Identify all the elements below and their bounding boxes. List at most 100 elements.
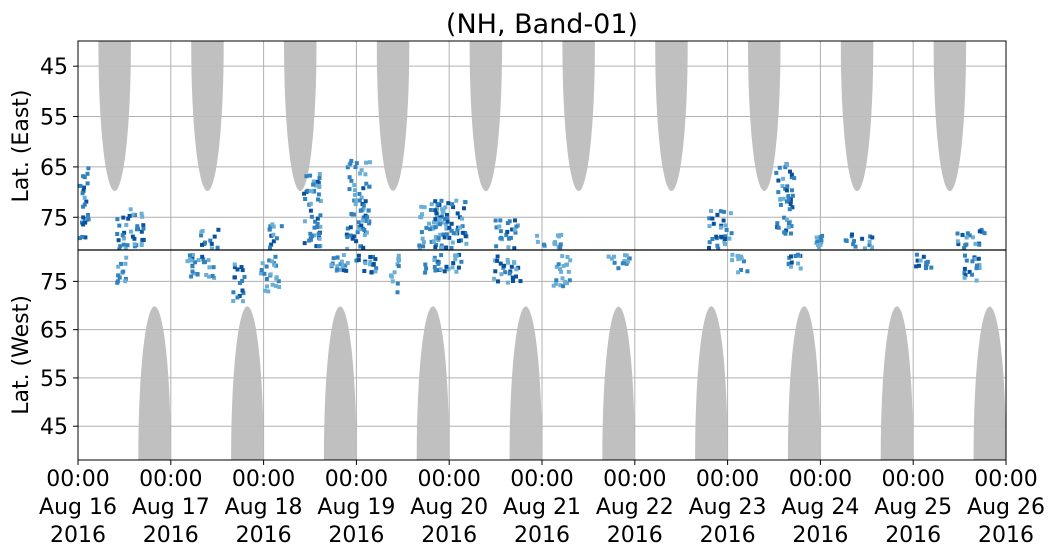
echo-cell: [502, 263, 507, 268]
echo-cell: [563, 279, 567, 284]
echo-cell: [420, 236, 425, 241]
echo-cell: [707, 240, 712, 245]
echo-cell: [867, 243, 872, 248]
echo-cell: [851, 242, 856, 247]
echo-cell: [781, 196, 786, 201]
echo-cell: [963, 273, 968, 278]
echo-cell: [82, 202, 87, 207]
echo-cell: [727, 236, 732, 241]
echo-cell: [815, 239, 820, 244]
echo-cell: [309, 189, 314, 194]
echo-cell: [396, 256, 401, 261]
echo-cell: [433, 268, 438, 273]
echo-cell: [274, 283, 278, 288]
echo-cell: [781, 176, 786, 181]
echo-cell: [439, 245, 443, 250]
echo-cell: [976, 256, 981, 261]
echo-cell: [553, 282, 558, 286]
x-tick-year: 2016: [700, 523, 756, 548]
x-tick-date: Aug 23: [689, 495, 767, 520]
echo-cell: [444, 222, 449, 227]
echo-cell: [310, 234, 314, 239]
echo-cell: [616, 266, 621, 271]
echo-cell: [273, 254, 278, 259]
echo-cell: [818, 242, 823, 247]
echo-cell: [786, 197, 791, 202]
echo-cell: [363, 172, 368, 177]
echo-cell: [354, 258, 359, 263]
night-region: [231, 306, 264, 460]
x-tick-year: 2016: [50, 523, 106, 548]
echo-cell: [356, 258, 361, 262]
echo-cells-top: [78, 158, 987, 250]
echo-cell: [962, 266, 967, 271]
echo-cell: [117, 275, 122, 280]
echo-cell: [718, 225, 723, 230]
echo-cell: [317, 172, 322, 176]
echo-cell: [264, 277, 269, 281]
echo-cell: [982, 231, 987, 236]
echo-cell: [201, 257, 206, 262]
echo-cell: [723, 223, 728, 228]
echo-cell: [190, 264, 195, 269]
echo-cell: [190, 255, 195, 260]
echo-cell: [374, 266, 379, 271]
echo-cell: [318, 213, 323, 218]
echo-cell: [504, 233, 509, 238]
night-region: [787, 306, 821, 460]
echo-cell: [445, 213, 449, 217]
echo-cell: [784, 188, 789, 193]
echo-cell: [710, 237, 715, 241]
night-mask-top: [98, 41, 967, 192]
echo-cell: [276, 279, 281, 284]
echo-cell: [371, 254, 375, 259]
echo-cell: [395, 281, 400, 286]
x-tick-time: 00:00: [325, 467, 388, 492]
echo-cell: [970, 259, 975, 264]
echo-cell: [317, 185, 322, 189]
echo-cell: [440, 207, 445, 212]
echo-cell: [118, 244, 123, 249]
echo-cell: [707, 216, 712, 221]
echo-cell: [339, 259, 344, 264]
echo-cell: [497, 224, 502, 229]
echo-cell: [551, 283, 556, 288]
echo-cell: [921, 254, 926, 259]
echo-cell: [967, 269, 972, 274]
echo-cell: [535, 233, 540, 238]
echo-cell: [560, 254, 565, 259]
echo-cell: [915, 258, 920, 263]
echo-cell: [433, 208, 438, 213]
echo-cell: [558, 242, 563, 247]
x-tick-date: Aug 25: [874, 495, 952, 520]
echo-cell: [782, 215, 787, 220]
echo-cell: [368, 259, 373, 264]
echo-cell: [736, 257, 741, 262]
echo-cell: [728, 211, 733, 216]
echo-cell: [141, 238, 146, 242]
echo-cell: [451, 261, 456, 266]
echo-cell: [707, 224, 712, 229]
echo-cell: [345, 235, 350, 239]
echo-cell: [200, 254, 205, 259]
echo-cell: [512, 246, 517, 250]
night-region: [562, 41, 595, 192]
echo-cell: [798, 266, 803, 271]
echo-cell: [436, 236, 441, 241]
x-tick-year: 2016: [885, 523, 941, 548]
echo-cell: [870, 235, 875, 240]
x-tick-time: 00:00: [46, 467, 109, 492]
night-region: [323, 306, 357, 460]
echo-cell: [457, 215, 462, 220]
echo-cell: [369, 270, 374, 275]
echo-cell: [429, 202, 434, 207]
echo-cell: [209, 241, 214, 246]
night-region: [98, 41, 131, 192]
echo-cell: [785, 199, 789, 204]
x-tick-year: 2016: [978, 523, 1034, 548]
echo-cell: [787, 207, 792, 212]
x-tick-time: 00:00: [881, 467, 944, 492]
echo-cell: [316, 231, 321, 236]
echo-cell: [462, 206, 466, 211]
echo-cell: [349, 211, 354, 216]
